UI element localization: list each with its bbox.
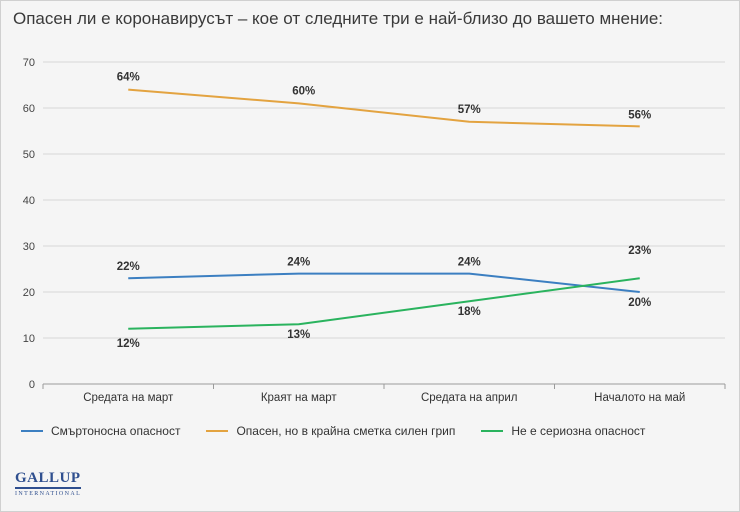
- logo-main-text: GALLUP: [15, 470, 81, 486]
- y-tick-label: 50: [23, 149, 35, 161]
- series-line-3: [128, 277, 640, 330]
- y-tick-label: 70: [23, 57, 35, 69]
- line-chart: 0 10 20 30 40 50 60 70 Средата на март Краят на м…: [23, 57, 726, 404]
- legend-swatch: [481, 430, 504, 432]
- data-label: 12%: [117, 338, 140, 350]
- series-line-1: [128, 272, 640, 293]
- chart-title: Опасен ли е коронавирусът – кое от следн…: [13, 9, 664, 28]
- legend-item: Опасен, но в крайна сметка силен грип: [206, 424, 455, 438]
- logo-sub-text: INTERNATIONAL: [15, 487, 82, 498]
- y-tick-label: 10: [23, 333, 35, 345]
- legend-label: Опасен, но в крайна сметка силен грип: [236, 424, 456, 438]
- data-label: 56%: [628, 109, 651, 121]
- series-line-2: [128, 88, 640, 128]
- legend-label: Смъртоносна опасност: [51, 424, 181, 438]
- legend-swatch: [206, 430, 229, 432]
- data-label: 24%: [287, 257, 310, 269]
- gallup-logo: GALLUP INTERNATIONAL: [15, 470, 82, 498]
- data-label: 57%: [458, 104, 481, 116]
- data-label: 60%: [292, 85, 315, 97]
- y-tick-label: 30: [23, 241, 35, 253]
- data-label: 20%: [628, 297, 651, 309]
- data-label: 13%: [287, 329, 310, 341]
- y-tick-label: 40: [23, 195, 35, 207]
- x-tick-label: Средата на март: [83, 392, 174, 404]
- chart-legend: Смъртоносна опасност Опасен, но в крайна …: [21, 424, 645, 438]
- data-label: 64%: [117, 72, 140, 84]
- x-tick-label: Средата на април: [421, 392, 518, 404]
- y-tick-label: 0: [29, 379, 35, 391]
- x-tick-label: Началото на май: [594, 392, 685, 404]
- data-label: 22%: [117, 261, 140, 273]
- data-label: 23%: [628, 245, 651, 257]
- legend-item: Смъртоносна опасност: [21, 424, 180, 438]
- legend-label: Не е сериозна опасност: [511, 424, 646, 438]
- data-label: 18%: [458, 306, 481, 318]
- y-tick-label: 20: [23, 287, 35, 299]
- y-tick-label: 60: [23, 103, 35, 115]
- legend-swatch: [21, 430, 43, 432]
- data-label: 24%: [458, 257, 481, 269]
- x-tick-label: Краят на март: [261, 392, 338, 404]
- legend-item: Не е сериозна опасност: [481, 424, 645, 438]
